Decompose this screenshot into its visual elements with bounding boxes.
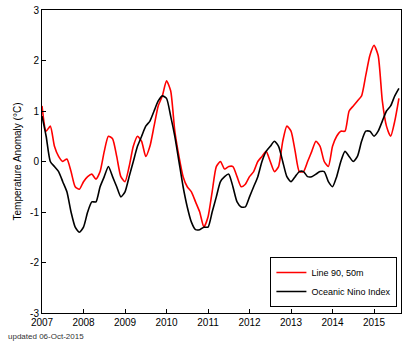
svg-text:2014: 2014 xyxy=(321,317,344,328)
svg-text:2008: 2008 xyxy=(72,317,95,328)
svg-text:Line 90, 50m: Line 90, 50m xyxy=(311,268,363,278)
svg-text:Temperature Anomaly (°C): Temperature Anomaly (°C) xyxy=(12,103,23,221)
svg-text:2007: 2007 xyxy=(31,317,54,328)
svg-text:1: 1 xyxy=(33,106,39,117)
svg-text:2010: 2010 xyxy=(155,317,178,328)
svg-text:2: 2 xyxy=(33,55,39,66)
svg-text:-1: -1 xyxy=(30,207,39,218)
svg-text:2011: 2011 xyxy=(197,317,219,328)
svg-text:updated 06-Oct-2015: updated 06-Oct-2015 xyxy=(8,332,84,341)
svg-text:0: 0 xyxy=(33,156,39,167)
svg-text:2012: 2012 xyxy=(238,317,261,328)
svg-text:2015: 2015 xyxy=(363,317,386,328)
svg-text:-3: -3 xyxy=(30,308,39,319)
svg-text:-2: -2 xyxy=(30,257,39,268)
svg-text:Oceanic Nino Index: Oceanic Nino Index xyxy=(311,287,390,297)
svg-text:3: 3 xyxy=(33,5,39,16)
svg-text:2009: 2009 xyxy=(114,317,137,328)
svg-text:2013: 2013 xyxy=(280,317,303,328)
